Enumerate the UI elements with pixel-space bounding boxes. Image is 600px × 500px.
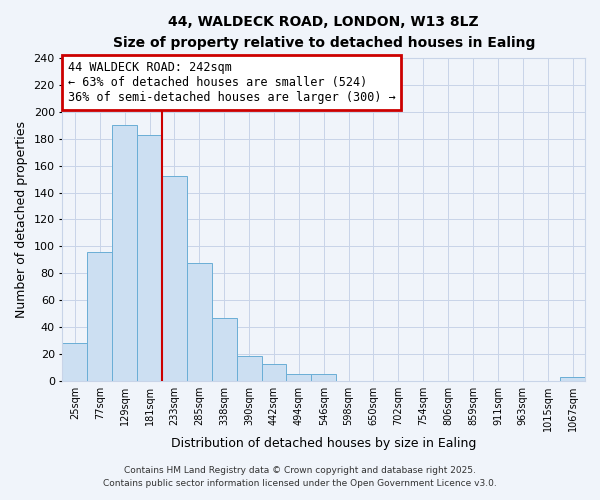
Bar	[162, 176, 187, 381]
Bar	[560, 377, 585, 381]
Y-axis label: Number of detached properties: Number of detached properties	[15, 121, 28, 318]
Text: Contains HM Land Registry data © Crown copyright and database right 2025.
Contai: Contains HM Land Registry data © Crown c…	[103, 466, 497, 487]
Bar	[112, 125, 137, 381]
Bar	[187, 262, 212, 381]
Bar	[137, 134, 162, 381]
Title: 44, WALDECK ROAD, LONDON, W13 8LZ
Size of property relative to detached houses i: 44, WALDECK ROAD, LONDON, W13 8LZ Size o…	[113, 15, 535, 50]
Bar	[236, 356, 262, 381]
Text: 44 WALDECK ROAD: 242sqm
← 63% of detached houses are smaller (524)
36% of semi-d: 44 WALDECK ROAD: 242sqm ← 63% of detache…	[68, 61, 395, 104]
Bar	[62, 344, 88, 381]
Bar	[311, 374, 336, 381]
Bar	[286, 374, 311, 381]
Bar	[262, 364, 286, 381]
X-axis label: Distribution of detached houses by size in Ealing: Distribution of detached houses by size …	[171, 437, 476, 450]
Bar	[88, 252, 112, 381]
Bar	[212, 318, 236, 381]
